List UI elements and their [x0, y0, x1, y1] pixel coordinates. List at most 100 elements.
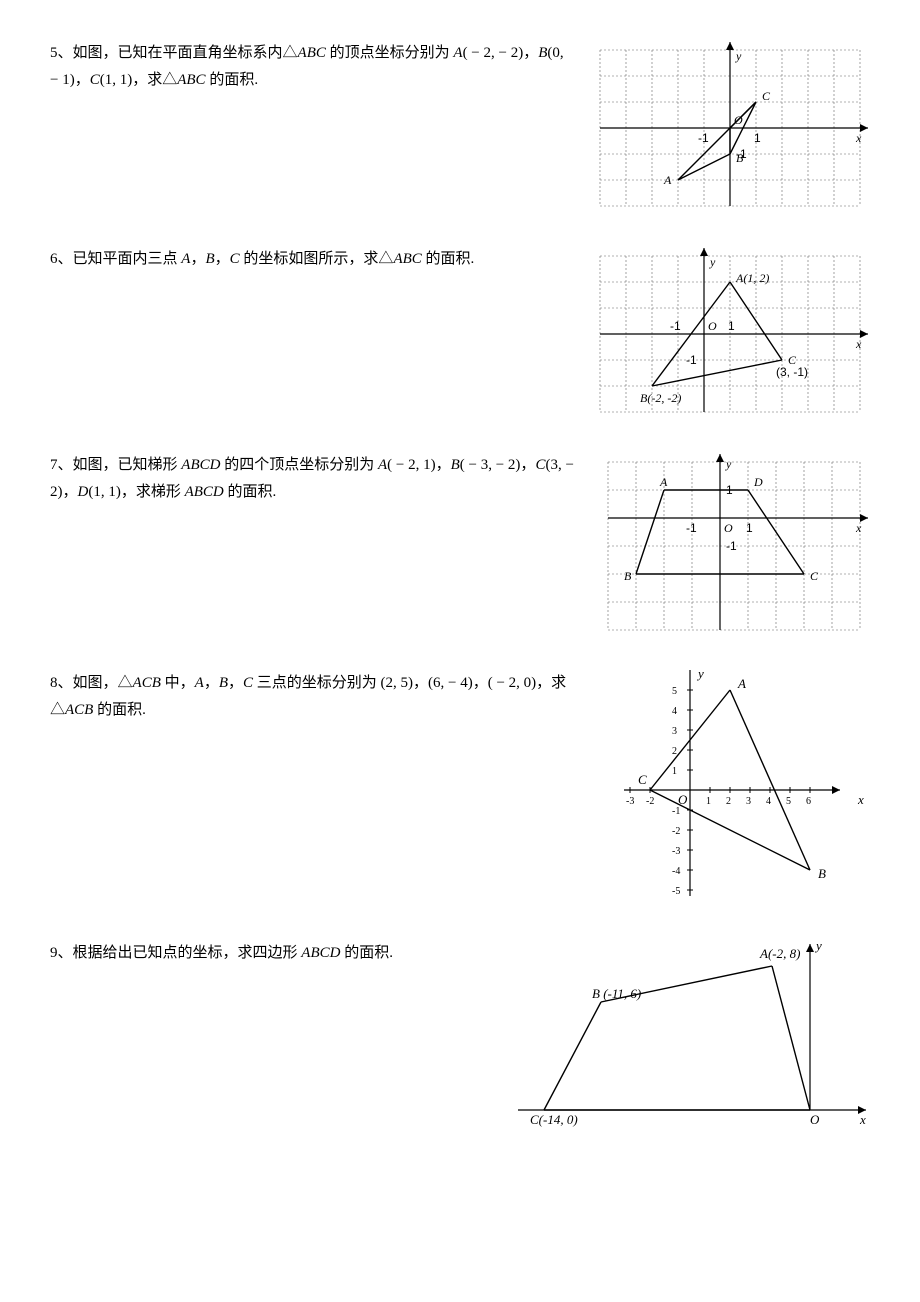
text-run: ， [204, 675, 219, 691]
text-run: 的面积. [93, 702, 146, 718]
svg-text:3: 3 [672, 726, 677, 737]
text-run: (1, 1)，求△ [100, 72, 178, 88]
text-run: ， [228, 675, 243, 691]
text-run: 的面积. [422, 251, 475, 267]
problem-text: 9、根据给出已知点的坐标，求四边形 ABCD 的面积. [50, 940, 510, 967]
svg-text:C(-14, 0): C(-14, 0) [530, 1112, 578, 1127]
math-var: A [453, 45, 462, 61]
svg-text:-5: -5 [672, 886, 680, 897]
svg-text:4: 4 [672, 706, 677, 717]
svg-text:D: D [753, 475, 763, 489]
svg-text:x: x [857, 792, 864, 807]
quad-figure: y x O A(-2, 8) B (-11, 6) C(-14, 0) [510, 940, 870, 1140]
svg-text:-1: -1 [686, 353, 697, 367]
grid-figure: yxO-11-1ABC [590, 40, 870, 216]
problem-number: 7、 [50, 457, 73, 473]
svg-text:A: A [737, 676, 746, 691]
text-run: ( − 2, − 2)， [463, 45, 539, 61]
text-run: ( − 2, 1)， [387, 457, 450, 473]
svg-text:(3, -1): (3, -1) [776, 365, 808, 379]
svg-text:-2: -2 [672, 826, 680, 837]
math-var: ABC [298, 45, 326, 61]
math-var: ACB [133, 675, 161, 691]
svg-text:1: 1 [706, 796, 711, 807]
problem: 7、如图，已知梯形 ABCD 的四个顶点坐标分别为 A( − 2, 1)，B( … [50, 452, 870, 640]
svg-text:O: O [724, 521, 733, 535]
svg-text:B (-11, 6): B (-11, 6) [592, 986, 641, 1001]
axis-figure: -3-2123456-5-4-3-2-112345yxOABC [590, 670, 870, 910]
text-run: 中， [161, 675, 195, 691]
problem-figure: -3-2123456-5-4-3-2-112345yxOABC [590, 670, 870, 910]
svg-text:2: 2 [726, 796, 731, 807]
problem-figure: y x O -1 1 1 -1 A B C D [598, 452, 870, 640]
problem: 5、如图，已知在平面直角坐标系内△ABC 的顶点坐标分别为 A( − 2, − … [50, 40, 870, 216]
svg-text:A(-2, 8): A(-2, 8) [759, 946, 800, 961]
svg-text:-1: -1 [686, 521, 697, 535]
svg-text:1: 1 [728, 319, 735, 333]
math-var: B [205, 251, 214, 267]
text-run: ， [190, 251, 205, 267]
svg-text:x: x [855, 337, 862, 351]
svg-text:O: O [810, 1112, 820, 1127]
problem-number: 8、 [50, 675, 73, 691]
text-run: 的面积. [224, 484, 277, 500]
problem-figure: yxO-11-1ABC [590, 40, 870, 216]
svg-text:B: B [624, 569, 632, 583]
text-run: 如图，已知梯形 [73, 457, 182, 473]
math-var: ABC [393, 251, 421, 267]
svg-text:-1: -1 [672, 806, 680, 817]
svg-text:1: 1 [746, 521, 753, 535]
svg-text:O: O [708, 319, 717, 333]
svg-text:A: A [659, 475, 668, 489]
text-run: 的顶点坐标分别为 [326, 45, 454, 61]
svg-text:1: 1 [672, 766, 677, 777]
problem-number: 5、 [50, 45, 73, 61]
svg-text:y: y [725, 457, 732, 471]
svg-text:y: y [735, 49, 742, 63]
svg-text:B(-2, -2): B(-2, -2) [640, 391, 681, 405]
text-run: 的坐标如图所示，求△ [240, 251, 394, 267]
text-run: 的面积. [206, 72, 259, 88]
svg-text:x: x [855, 131, 862, 145]
svg-text:-3: -3 [672, 846, 680, 857]
svg-text:1: 1 [754, 131, 761, 145]
problem-number: 6、 [50, 251, 73, 267]
svg-text:C: C [762, 89, 771, 103]
text-run: 已知平面内三点 [73, 251, 182, 267]
svg-text:A: A [663, 173, 672, 187]
svg-text:-1: -1 [670, 319, 681, 333]
text-run: (1, 1)，求梯形 [88, 484, 184, 500]
svg-text:O: O [678, 792, 688, 807]
svg-text:5: 5 [786, 796, 791, 807]
problem-figure: yxO-11-1A(1, 2)B(-2, -2)C(3, -1) [590, 246, 870, 422]
problem-number: 9、 [50, 945, 73, 961]
problem: 8、如图，△ACB 中，A，B，C 三点的坐标分别为 (2, 5)，(6, − … [50, 670, 870, 910]
svg-text:6: 6 [806, 796, 811, 807]
problem-text: 7、如图，已知梯形 ABCD 的四个顶点坐标分别为 A( − 2, 1)，B( … [50, 452, 598, 506]
text-run: ( − 3, − 2)， [460, 457, 536, 473]
math-var: ABC [177, 72, 205, 88]
math-var: ACB [65, 702, 93, 718]
text-run: 如图，已知在平面直角坐标系内△ [73, 45, 298, 61]
problem: 6、已知平面内三点 A，B，C 的坐标如图所示，求△ABC 的面积.yxO-11… [50, 246, 870, 422]
svg-text:C: C [810, 569, 819, 583]
math-var: C [90, 72, 100, 88]
svg-text:x: x [859, 1112, 866, 1127]
math-var: C [230, 251, 240, 267]
math-var: B [451, 457, 460, 473]
svg-text:2: 2 [672, 746, 677, 757]
text-run: 的四个顶点坐标分别为 [220, 457, 378, 473]
svg-text:y: y [709, 255, 716, 269]
text-run: 根据给出已知点的坐标，求四边形 [73, 945, 302, 961]
svg-text:-1: -1 [726, 539, 737, 553]
math-var: A [195, 675, 204, 691]
svg-text:x: x [855, 521, 862, 535]
svg-text:y: y [814, 940, 822, 953]
math-var: C [535, 457, 545, 473]
problem: 9、根据给出已知点的坐标，求四边形 ABCD 的面积. y x O A(-2, 8) B … [50, 940, 870, 1140]
svg-text:5: 5 [672, 686, 677, 697]
grid-figure: y x O -1 1 1 -1 A B C D [598, 452, 870, 640]
svg-text:1: 1 [726, 483, 733, 497]
text-run: 如图，△ [73, 675, 133, 691]
math-var: ABCD [181, 457, 220, 473]
